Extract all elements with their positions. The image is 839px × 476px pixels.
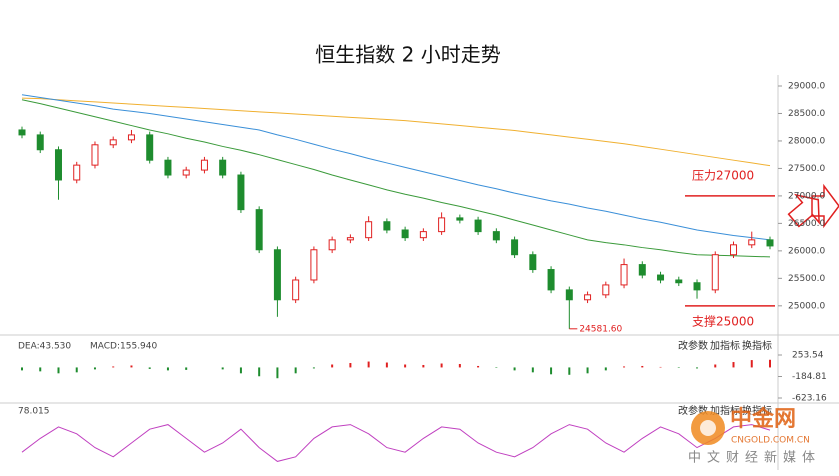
candle-body <box>456 217 464 221</box>
candle-body <box>748 239 756 246</box>
kdj-button: 换指标 <box>742 404 772 417</box>
arrow-icon <box>811 183 839 229</box>
macd-dea: DEA:43.530 <box>18 342 71 352</box>
candle-body <box>365 221 373 239</box>
y-tick-label: 27500.0 <box>788 164 825 174</box>
candle-body <box>164 159 172 176</box>
candle-body <box>693 282 701 291</box>
candle-body <box>127 134 135 141</box>
candle-body <box>584 294 592 301</box>
macd-button: 换指标 <box>742 339 772 352</box>
candle-body <box>255 209 263 251</box>
candle-body <box>219 159 227 176</box>
y-tick-label: 26000.0 <box>788 246 825 256</box>
candle-body <box>146 134 154 161</box>
y-tick-label: 25000.0 <box>788 301 825 311</box>
candle-body <box>766 239 774 247</box>
candle-body <box>273 249 281 301</box>
y-tick-label: 28500.0 <box>788 109 825 119</box>
watermark-logo: 中金网 <box>730 406 796 432</box>
level-label: 支撑25000 <box>692 313 754 328</box>
watermark-domain: CNGOLD.COM.CN <box>731 436 810 446</box>
moving-average-line <box>21 94 771 241</box>
candle-body <box>54 149 62 181</box>
moving-average-line <box>21 99 771 258</box>
candle-body <box>565 289 573 301</box>
candle-body <box>310 249 318 281</box>
candle-body <box>620 264 628 286</box>
candle-body <box>638 264 646 276</box>
macd-button: 改参数 <box>678 339 708 352</box>
candle-body <box>401 229 409 239</box>
candle-body <box>602 284 610 296</box>
watermark-slogan: 中文财经新媒体 <box>688 450 821 466</box>
candle-body <box>419 231 427 239</box>
candle-body <box>511 239 519 256</box>
candle-body <box>547 269 555 291</box>
candle-body <box>91 144 99 166</box>
chart-title: 恒生指数 2 小时走势 <box>315 43 500 67</box>
arrow-icon <box>787 193 820 228</box>
candle-body <box>182 169 190 176</box>
kdj-line <box>21 424 771 462</box>
candle-body <box>237 174 245 211</box>
logo-icon <box>700 420 716 436</box>
macd-value: MACD:155.940 <box>90 342 158 352</box>
candle-body <box>383 221 391 231</box>
candle-body <box>474 219 482 233</box>
candle-body <box>657 274 665 281</box>
y-tick-label: 253.54 <box>792 351 824 361</box>
moving-average-line <box>21 97 771 167</box>
candle-body <box>346 237 354 241</box>
candle-body <box>292 279 300 301</box>
kdj-k: 78.015 <box>18 407 50 417</box>
y-tick-label: 29000.0 <box>788 81 825 91</box>
candle-body <box>328 239 336 251</box>
candle-body <box>73 164 81 181</box>
candle-body <box>675 279 683 284</box>
candle-body <box>730 244 738 256</box>
annotation: 24581.60 <box>579 324 622 334</box>
y-tick-label: -623.16 <box>792 394 827 404</box>
candle-body <box>200 159 208 171</box>
y-tick-label: 25500.0 <box>788 274 825 284</box>
y-tick-label: 28000.0 <box>788 136 825 146</box>
candle-body <box>18 129 26 136</box>
kdj-button: 加指标 <box>710 404 740 417</box>
candle-body <box>438 217 446 233</box>
candle-body <box>36 134 44 151</box>
y-tick-label: 26500.0 <box>788 219 825 229</box>
candle-body <box>711 254 719 291</box>
y-tick-label: -184.81 <box>792 372 827 382</box>
candle-body <box>109 139 117 146</box>
candle-body <box>529 254 537 271</box>
y-tick-label: 27000.0 <box>788 191 825 201</box>
marks: 25000.0 25500.0 26000.0 26500.0 27000.0 27500… <box>18 81 827 462</box>
macd-button: 加指标 <box>710 339 740 352</box>
level-label: 压力27000 <box>692 168 754 182</box>
candle-body <box>492 231 500 241</box>
